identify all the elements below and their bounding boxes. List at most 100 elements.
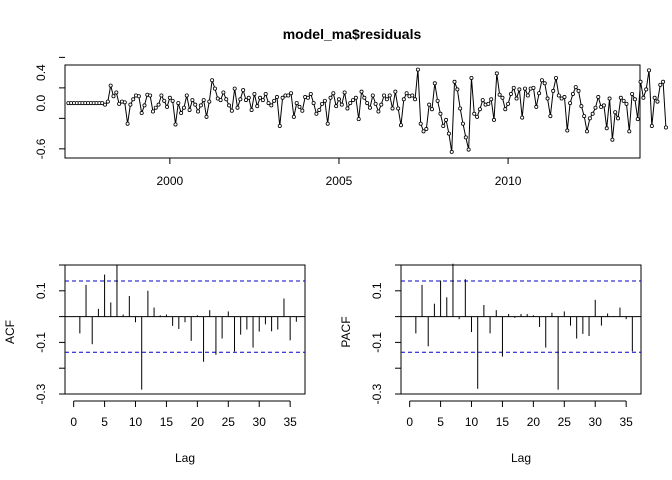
residual-point (568, 101, 573, 106)
residual-point (379, 102, 384, 107)
residual-point (255, 104, 260, 109)
residual-point (658, 82, 663, 87)
residual-point (446, 131, 451, 136)
residual-point (300, 108, 305, 113)
residual-series-line (68, 69, 667, 152)
residual-point (384, 97, 389, 102)
residual-point (348, 101, 353, 106)
residual-point (480, 98, 485, 103)
residual-point (415, 67, 420, 72)
y-tick-label: 0.0 (34, 94, 48, 111)
residual-point (362, 95, 367, 100)
residual-point (196, 109, 201, 114)
residual-point (475, 114, 480, 119)
x-tick-label: 10 (129, 415, 143, 429)
residual-point (641, 95, 646, 100)
residual-point (139, 111, 144, 116)
plot-frame (64, 264, 306, 395)
y-axis-label: PACF (339, 316, 353, 347)
residual-point (466, 147, 471, 152)
residual-point (105, 99, 110, 104)
residual-point (297, 104, 302, 109)
residual-point (520, 115, 525, 120)
residual-point (503, 107, 508, 112)
residual-point (334, 104, 339, 109)
acf-panel: Lag ACF 0 5 10 15 20 25 30 35 -0.3 -0.1 0.1 (3, 264, 306, 465)
residual-point (269, 103, 274, 108)
residual-point (165, 104, 170, 109)
residual-point (514, 96, 519, 101)
residual-point (596, 95, 601, 100)
plot-frame (64, 64, 641, 159)
residual-point (396, 106, 401, 111)
residual-point (184, 93, 189, 98)
residual-point (322, 98, 327, 103)
residual-point (565, 128, 570, 133)
residual-point (224, 97, 229, 102)
x-tick-label: 5 (101, 415, 108, 429)
residual-point (373, 101, 378, 106)
residual-point (601, 103, 606, 108)
residual-point (159, 93, 164, 98)
residual-point (455, 87, 460, 92)
residual-point (305, 95, 310, 100)
residual-point (621, 98, 626, 103)
residual-point (367, 105, 372, 110)
residual-point (432, 81, 437, 86)
x-tick-label: 2000 (157, 174, 184, 188)
residual-point (556, 93, 561, 98)
residual-point (212, 86, 217, 91)
residual-point (548, 114, 553, 119)
x-tick-label: 30 (253, 415, 267, 429)
residual-point (398, 123, 403, 128)
residual-point (663, 125, 668, 130)
residual-point (424, 127, 429, 132)
residual-point (610, 137, 615, 142)
residual-point (494, 71, 499, 76)
x-tick-label: 0 (406, 415, 413, 429)
x-tick-label: 0 (70, 415, 77, 429)
residual-point (376, 109, 381, 114)
y-tick-label: -0.3 (34, 383, 48, 404)
x-tick-label: 20 (191, 415, 205, 429)
residual-point (627, 129, 632, 134)
residual-point (582, 114, 587, 119)
residual-point (435, 98, 440, 103)
residual-point (227, 103, 232, 108)
residual-point (331, 91, 336, 96)
residual-point (652, 95, 657, 100)
residual-point (365, 101, 370, 106)
residual-point (218, 98, 223, 103)
residual-point (131, 97, 136, 102)
residual-point (325, 121, 330, 126)
residual-point (463, 135, 468, 140)
residual-point (511, 85, 516, 90)
residual-point (616, 116, 621, 121)
residual-point (638, 79, 643, 84)
residual-point (413, 97, 418, 102)
residual-point (207, 99, 212, 104)
y-tick-label: -0.6 (34, 138, 48, 159)
residual-point (537, 91, 542, 96)
residual-point (308, 91, 313, 96)
residual-point (491, 117, 496, 122)
x-tick-label: 25 (558, 415, 572, 429)
x-axis-label: Lag (175, 451, 195, 465)
residual-point (404, 91, 409, 96)
residual-point (190, 98, 195, 103)
residual-point (421, 129, 426, 134)
residual-point (272, 98, 277, 103)
residual-point (252, 91, 257, 96)
residual-point (328, 95, 333, 100)
residual-point (449, 149, 454, 154)
residual-point (128, 102, 133, 107)
residual-point (229, 108, 234, 113)
residual-point (201, 98, 206, 103)
residual-point (345, 106, 350, 111)
residual-point (632, 97, 637, 102)
residual-point (542, 81, 547, 86)
y-tick-label: -0.1 (34, 332, 48, 353)
residual-point (277, 123, 282, 128)
residual-point (618, 95, 623, 100)
residual-point (336, 97, 341, 102)
